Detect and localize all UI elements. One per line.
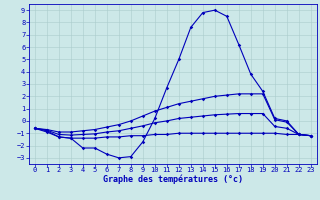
X-axis label: Graphe des températures (°c): Graphe des températures (°c) [103, 175, 243, 184]
